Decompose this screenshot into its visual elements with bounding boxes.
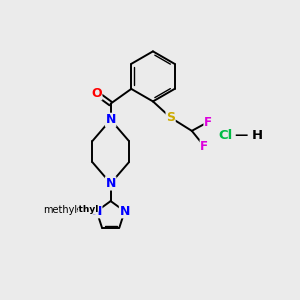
Text: O: O xyxy=(91,87,102,100)
Text: F: F xyxy=(200,140,208,153)
Text: methyl: methyl xyxy=(63,205,98,214)
Text: methyl: methyl xyxy=(43,205,77,215)
Text: —: — xyxy=(235,129,248,142)
Text: S: S xyxy=(166,111,175,124)
Text: N: N xyxy=(92,205,102,218)
Text: N: N xyxy=(119,205,130,218)
Text: F: F xyxy=(204,116,212,128)
Text: H: H xyxy=(252,129,263,142)
Text: N: N xyxy=(106,177,116,190)
Text: Cl: Cl xyxy=(218,129,232,142)
Text: N: N xyxy=(106,113,116,126)
